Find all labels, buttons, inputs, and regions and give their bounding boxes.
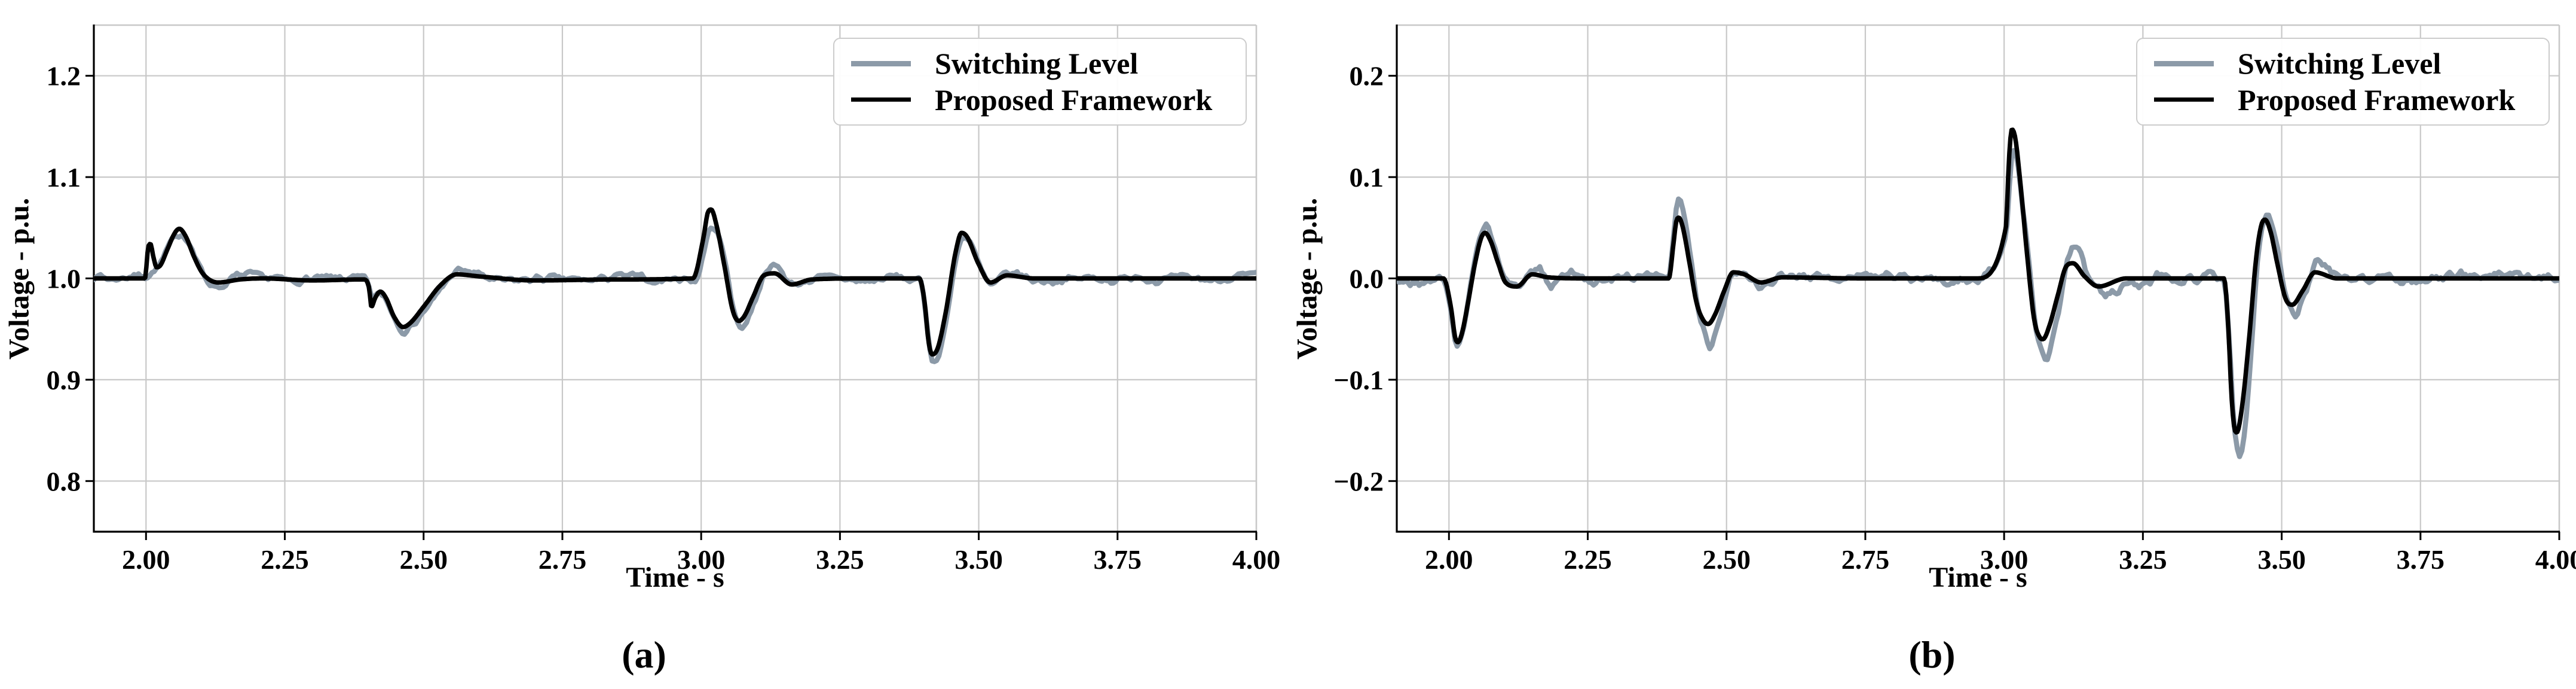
- x-tick-label: 2.00: [122, 544, 170, 575]
- legend-swatch-switching-level: [851, 61, 911, 66]
- y-tick-label: 1.0: [47, 264, 81, 294]
- legend-swatch-proposed-framework: [851, 97, 911, 102]
- legend-item-proposed-framework: Proposed Framework: [2154, 85, 2543, 115]
- x-tick-label: 2.25: [1564, 544, 1612, 575]
- legend-label: Proposed Framework: [935, 83, 1213, 117]
- y-tick-label: 0.1: [1350, 162, 1384, 193]
- series-line-proposed-framework: [94, 207, 1256, 357]
- subfigure-caption-b: (b): [1908, 633, 1956, 676]
- series-line-proposed-framework: [1397, 127, 2559, 435]
- legend-label: Proposed Framework: [2238, 83, 2516, 117]
- x-tick-label: 3.00: [1980, 544, 2029, 575]
- legend-item-switching-level: Switching Level: [851, 48, 1240, 78]
- x-tick-label: 3.50: [2257, 544, 2306, 575]
- legend-swatch-proposed-framework: [2154, 97, 2214, 102]
- x-tick-label: 4.00: [1232, 544, 1281, 575]
- y-axis-label: Voltage - p.u.: [3, 197, 35, 359]
- x-tick-label: 3.25: [816, 544, 864, 575]
- x-axis-label: Time - s: [1929, 562, 2027, 593]
- series-line-switching-level: [1397, 148, 2559, 459]
- y-tick-label: 0.0: [1350, 264, 1384, 294]
- x-tick-label: 2.75: [1841, 544, 1890, 575]
- x-tick-label: 3.75: [2397, 544, 2445, 575]
- y-tick-label: 1.2: [47, 61, 81, 92]
- x-tick-label: 4.00: [2535, 544, 2576, 575]
- x-tick-label: 2.50: [399, 544, 448, 575]
- subfigure-caption-a: (a): [622, 633, 666, 676]
- legend-item-proposed-framework: Proposed Framework: [851, 85, 1240, 115]
- y-axis-label: Voltage - p.u.: [1291, 197, 1323, 359]
- x-tick-label: 3.00: [677, 544, 726, 575]
- series-line-switching-level: [94, 225, 1256, 364]
- legend-swatch-switching-level: [2154, 61, 2214, 66]
- x-tick-label: 2.50: [1702, 544, 1751, 575]
- x-tick-label: 2.25: [261, 544, 309, 575]
- x-tick-label: 2.00: [1425, 544, 1473, 575]
- y-tick-label: 1.1: [47, 162, 81, 193]
- y-tick-label: 0.8: [47, 466, 81, 496]
- legend-label: Switching Level: [935, 47, 1139, 81]
- y-tick-label: −0.2: [1333, 466, 1384, 496]
- x-tick-label: 3.75: [1094, 544, 1142, 575]
- chart-panel-b: 2.00 2.25 2.50 2.75 3.00 3.25 3.50 3.75 4.00 −0.2…: [1288, 0, 2576, 689]
- legend: Switching Level Proposed Framework: [833, 38, 1247, 126]
- x-tick-label: 3.25: [2119, 544, 2167, 575]
- y-tick-label: 0.2: [1350, 61, 1384, 92]
- x-tick-label: 2.75: [539, 544, 587, 575]
- x-axis-label: Time - s: [626, 562, 724, 593]
- plot-area-b: 2.00 2.25 2.50 2.75 3.00 3.25 3.50 3.75 4.00 −0.2…: [1333, 24, 2576, 575]
- legend-label: Switching Level: [2238, 47, 2442, 81]
- x-tick-label: 3.50: [954, 544, 1003, 575]
- chart-panel-a: 2.00 2.25 2.50 2.75 3.00 3.25 3.50 3.75 4.00 0.8 0…: [3, 24, 1281, 676]
- legend: Switching Level Proposed Framework: [2136, 38, 2550, 126]
- legend-item-switching-level: Switching Level: [2154, 48, 2543, 78]
- y-tick-label: −0.1: [1333, 365, 1384, 395]
- y-tick-label: 0.9: [47, 365, 81, 395]
